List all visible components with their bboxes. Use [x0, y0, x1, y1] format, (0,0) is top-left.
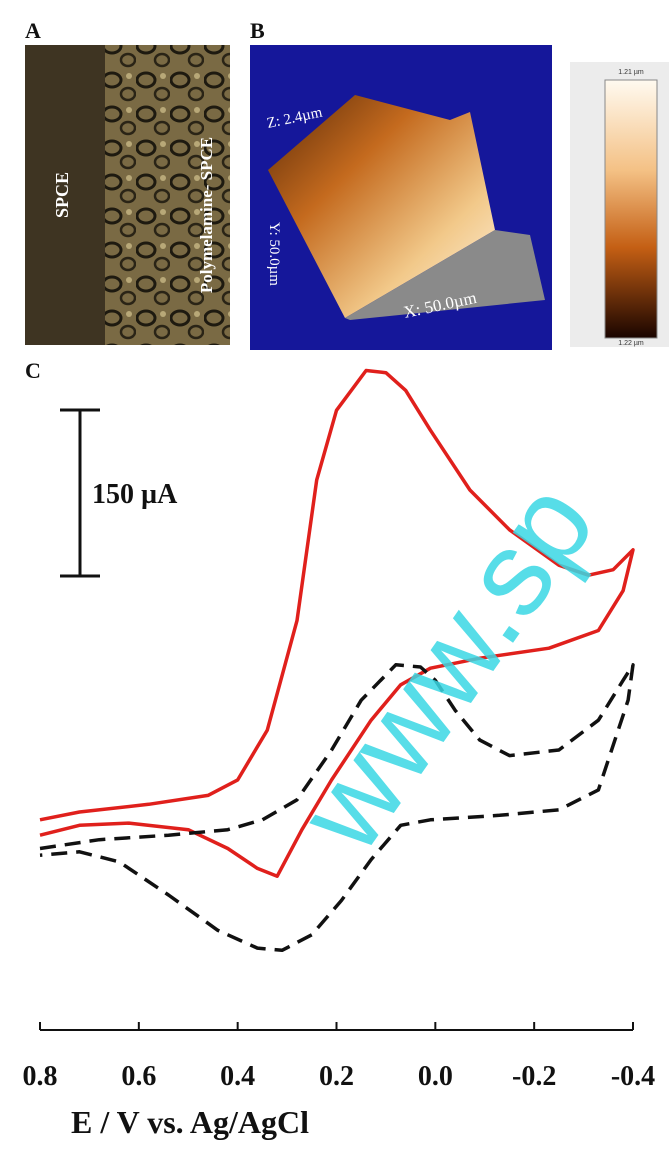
colorbar: [605, 80, 657, 338]
x-tick-label: -0.2: [512, 1061, 556, 1092]
x-tick-label: -0.4: [611, 1061, 655, 1092]
x-tick-label: 0.8: [23, 1061, 58, 1092]
figure: A SPCE Polymelamine- SPCE B Z: 2.4µm Y: …: [0, 0, 669, 1149]
panel-letter: B: [250, 18, 265, 43]
image-label: Polymelamine- SPCE: [197, 137, 216, 293]
panel-letter: C: [25, 358, 41, 383]
image-label: SPCE: [52, 172, 72, 218]
x-tick-label: 0.4: [220, 1061, 255, 1092]
watermark: www.sp: [272, 459, 619, 875]
x-tick-label: 0.2: [319, 1061, 354, 1092]
colorbar-label: 1.22 µm: [618, 340, 644, 347]
afm-axis-label: Y: 50.0µm: [266, 222, 282, 286]
x-tick-label: 0.0: [418, 1061, 453, 1092]
colorbar-label: 1.21 µm: [618, 69, 644, 76]
x-tick-label: 0.6: [121, 1061, 156, 1092]
x-axis-title: E / V vs. Ag/AgCl: [71, 1104, 309, 1140]
panel-letter: A: [25, 18, 41, 43]
scale-bar-label: 150 µA: [92, 479, 178, 510]
